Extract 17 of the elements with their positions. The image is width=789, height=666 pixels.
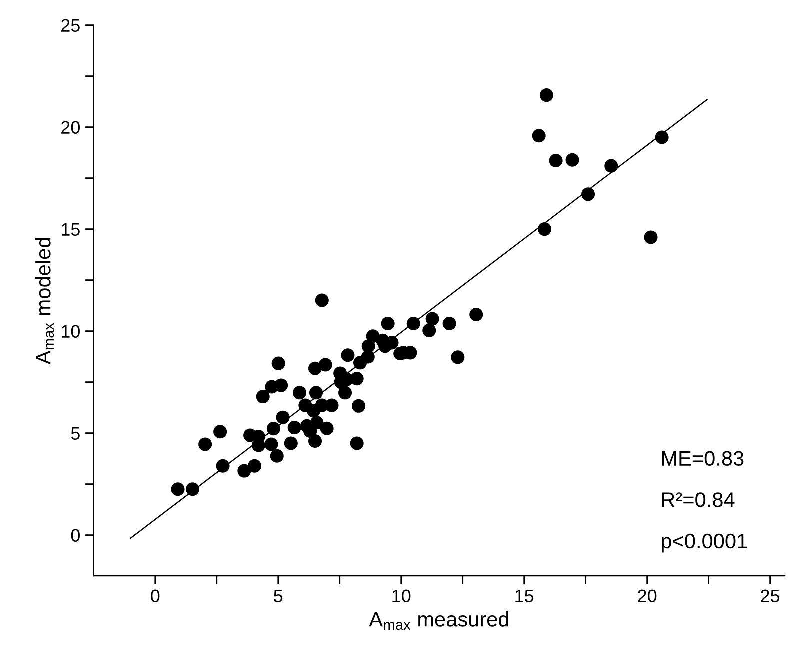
x-tick-label: 5 xyxy=(274,590,283,603)
annotation: R²=0.84 xyxy=(662,492,735,508)
annotation: ME=0.83 xyxy=(662,451,744,466)
y-tick-label: 5 xyxy=(71,427,80,440)
y-tick-label: 15 xyxy=(62,223,80,236)
x-tick-label: 20 xyxy=(638,590,657,603)
y-tick-label: 20 xyxy=(62,121,80,134)
annotation: p<0.0001 xyxy=(662,534,748,553)
x-axis-title: A$_{max}$ measured xyxy=(369,612,508,630)
y-axis-title: A$_{max}$ modeled xyxy=(36,238,54,365)
y-tick-label: 0 xyxy=(71,529,80,542)
y-tick-label: 25 xyxy=(62,19,80,32)
x-tick-label: 10 xyxy=(392,590,411,603)
y-tick-label: 10 xyxy=(62,325,80,338)
x-tick-label: 25 xyxy=(761,590,780,603)
x-tick-label: 15 xyxy=(516,590,534,603)
x-tick-label: 0 xyxy=(151,590,160,603)
